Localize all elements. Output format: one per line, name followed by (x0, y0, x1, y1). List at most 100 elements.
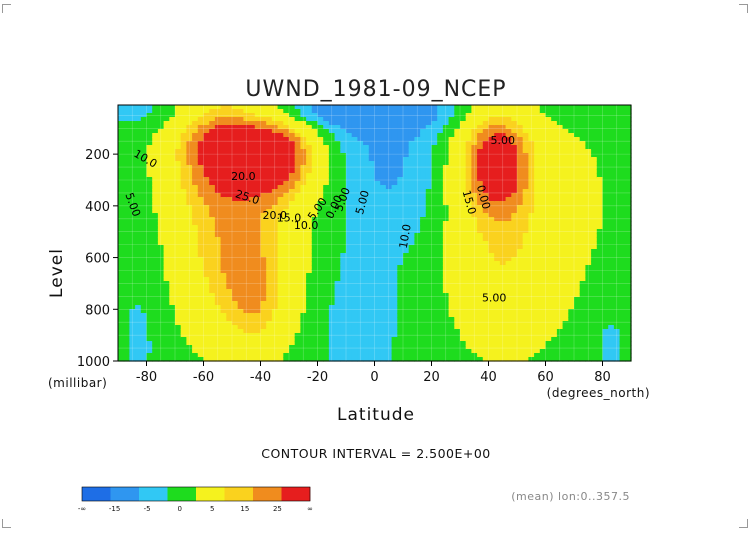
field-cell (311, 321, 319, 326)
field-cell (220, 169, 227, 174)
field-cell (374, 105, 381, 110)
field-cell (465, 249, 472, 254)
field-cell (254, 149, 262, 154)
field-cell (408, 161, 415, 166)
field-cell (551, 121, 558, 126)
field-cell (249, 213, 256, 218)
field-cell (209, 289, 216, 294)
field-cell (397, 337, 404, 342)
field-cell (152, 113, 159, 118)
field-cell (152, 357, 159, 362)
field-cell (157, 333, 165, 338)
field-cell (517, 281, 524, 286)
field-cell (197, 261, 205, 266)
field-cell (271, 297, 279, 302)
field-cell (397, 289, 404, 294)
field-cell (488, 157, 495, 162)
field-cell (237, 109, 244, 114)
field-cell (146, 321, 153, 326)
field-cell (494, 185, 501, 190)
field-cell (163, 265, 170, 270)
field-cell (528, 297, 535, 302)
field-cell (317, 293, 324, 298)
field-cell (539, 305, 547, 310)
field-cell (545, 225, 552, 230)
field-cell (385, 209, 393, 214)
field-cell (186, 309, 193, 314)
field-cell (346, 221, 353, 226)
field-cell (300, 233, 307, 238)
field-cell (163, 293, 170, 298)
field-cell (243, 273, 250, 278)
field-cell (254, 233, 262, 238)
field-cell (460, 253, 467, 258)
field-cell (482, 121, 490, 126)
field-cell (351, 257, 358, 262)
field-cell (391, 213, 398, 218)
field-cell (534, 105, 541, 110)
field-cell (454, 173, 461, 178)
field-cell (517, 273, 524, 278)
field-cell (374, 337, 381, 342)
field-cell (522, 145, 529, 150)
field-cell (351, 325, 358, 330)
field-cell (203, 313, 210, 318)
field-cell (328, 129, 336, 134)
field-cell (545, 265, 552, 270)
field-cell (197, 169, 205, 174)
field-cell (340, 341, 347, 346)
field-cell (499, 257, 507, 262)
field-cell (340, 273, 347, 278)
field-cell (192, 117, 199, 122)
field-cell (522, 221, 529, 226)
field-cell (340, 281, 347, 286)
field-cell (237, 129, 244, 134)
field-cell (539, 241, 547, 246)
field-cell (551, 289, 558, 294)
field-cell (414, 273, 421, 278)
field-cell (482, 141, 490, 146)
field-cell (220, 189, 227, 194)
field-cell (152, 301, 159, 306)
field-cell (351, 173, 358, 178)
field-cell (425, 121, 433, 126)
field-cell (431, 249, 438, 254)
field-cell (494, 133, 501, 138)
field-cell (129, 317, 136, 322)
field-cell (175, 265, 182, 270)
field-cell (448, 217, 455, 222)
field-cell (357, 173, 364, 178)
field-cell (157, 325, 165, 330)
field-cell (408, 265, 415, 270)
field-cell (517, 313, 524, 318)
field-cell (442, 253, 450, 258)
field-cell (340, 253, 347, 258)
field-cell (271, 197, 279, 202)
field-cell (522, 237, 529, 242)
field-cell (146, 193, 153, 198)
field-cell (243, 253, 250, 258)
field-cell (385, 337, 393, 342)
field-cell (403, 281, 410, 286)
field-cell (180, 353, 187, 358)
field-cell (254, 205, 262, 210)
field-cell (203, 189, 210, 194)
field-cell (499, 129, 507, 134)
field-cell (442, 229, 450, 234)
field-cell (163, 105, 170, 110)
field-cell (545, 293, 552, 298)
field-cell (300, 117, 307, 122)
field-cell (157, 317, 165, 322)
field-cell (328, 265, 336, 270)
field-cell (220, 245, 227, 250)
field-cell (545, 297, 552, 302)
field-cell (482, 105, 490, 110)
field-cell (534, 193, 541, 198)
field-cell (243, 325, 250, 330)
field-cell (380, 145, 387, 150)
field-cell (180, 141, 187, 146)
field-cell (237, 229, 244, 234)
field-cell (346, 117, 353, 122)
field-cell (454, 189, 461, 194)
field-cell (465, 205, 472, 210)
